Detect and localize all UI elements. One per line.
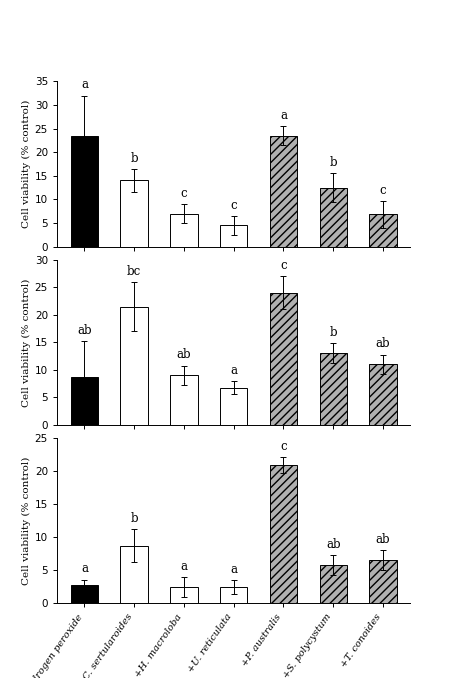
Text: c: c bbox=[230, 199, 237, 212]
Bar bbox=[170, 587, 197, 603]
Text: ab: ab bbox=[375, 338, 389, 351]
Bar bbox=[120, 306, 147, 425]
Bar bbox=[219, 388, 247, 425]
Bar bbox=[319, 565, 346, 603]
Text: ab: ab bbox=[375, 533, 389, 546]
Bar bbox=[219, 587, 247, 603]
Bar bbox=[120, 180, 147, 247]
Text: b: b bbox=[329, 156, 336, 170]
Text: b: b bbox=[130, 513, 138, 525]
Y-axis label: Cell viability (% control): Cell viability (% control) bbox=[21, 456, 30, 585]
Text: c: c bbox=[279, 439, 286, 453]
Bar bbox=[170, 214, 197, 247]
Bar bbox=[170, 376, 197, 425]
Text: b: b bbox=[130, 152, 138, 165]
Text: c: c bbox=[180, 187, 187, 200]
Text: a: a bbox=[230, 364, 237, 377]
Bar bbox=[369, 214, 396, 247]
Text: a: a bbox=[279, 109, 286, 122]
Text: a: a bbox=[81, 79, 88, 92]
Text: ab: ab bbox=[77, 323, 91, 336]
Y-axis label: Cell viability (% control): Cell viability (% control) bbox=[21, 100, 30, 228]
Bar bbox=[269, 464, 297, 603]
Bar bbox=[319, 353, 346, 425]
Bar bbox=[71, 585, 98, 603]
Text: c: c bbox=[379, 184, 385, 197]
Text: b: b bbox=[329, 326, 336, 340]
Bar bbox=[269, 293, 297, 425]
Bar bbox=[319, 188, 346, 247]
Text: a: a bbox=[81, 563, 88, 576]
Bar bbox=[219, 225, 247, 247]
Text: ab: ab bbox=[325, 538, 340, 551]
Text: a: a bbox=[180, 560, 187, 573]
Bar bbox=[71, 136, 98, 247]
Text: bc: bc bbox=[127, 264, 141, 278]
Text: a: a bbox=[230, 563, 237, 576]
Bar bbox=[269, 136, 297, 247]
Text: c: c bbox=[279, 259, 286, 272]
Text: ab: ab bbox=[176, 348, 191, 361]
Bar bbox=[71, 376, 98, 425]
Bar bbox=[120, 546, 147, 603]
Bar bbox=[369, 560, 396, 603]
Y-axis label: Cell viability (% control): Cell viability (% control) bbox=[21, 278, 30, 407]
Bar bbox=[369, 364, 396, 425]
